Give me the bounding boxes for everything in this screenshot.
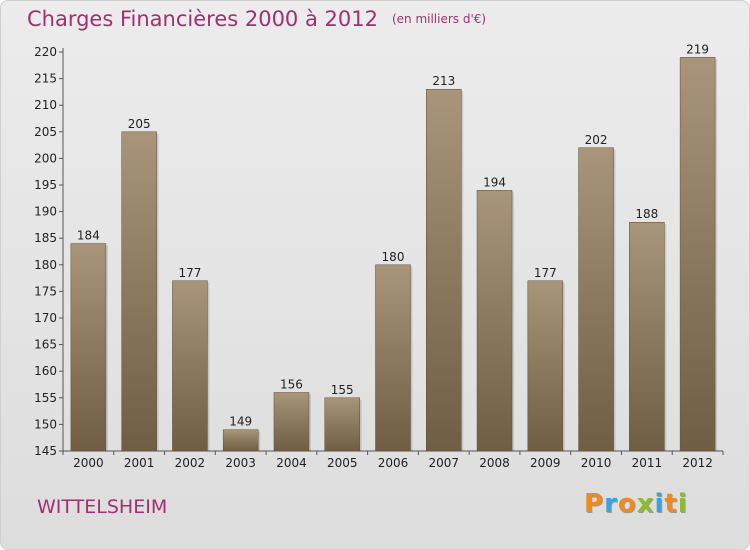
logo-letter: i [677, 489, 688, 519]
value-label: 149 [229, 415, 252, 429]
value-label: 219 [686, 42, 709, 56]
logo-letter: i [654, 489, 665, 519]
value-label: 202 [585, 133, 608, 147]
bar [629, 221, 665, 452]
x-tick-label: 2003 [225, 456, 256, 470]
value-labels-group: 184 205 177 149 156 155 180 213 194 177 202 188 219 [77, 42, 709, 428]
bars-group [70, 57, 718, 452]
value-label: 184 [77, 229, 100, 243]
bar [222, 429, 259, 452]
y-tick-label: 165 [34, 338, 57, 352]
y-tick-label: 215 [34, 72, 57, 86]
bar [121, 131, 157, 452]
bar [476, 190, 513, 452]
y-tick-label: 210 [34, 98, 57, 112]
y-tick-label: 160 [34, 364, 57, 378]
bar [527, 280, 564, 452]
x-tick-label: 2012 [682, 456, 713, 470]
x-tick-label: 2001 [124, 456, 155, 470]
y-tick-label: 220 [34, 45, 57, 59]
logo-letter: o [617, 489, 637, 519]
logo-letter: x [636, 489, 655, 519]
proxiti-logo: Proxiti [584, 489, 688, 519]
y-tick-label: 200 [34, 151, 57, 165]
x-tick-label: 2005 [327, 456, 358, 470]
x-tick-label: 2002 [175, 456, 206, 470]
bar [578, 147, 614, 452]
bar [172, 280, 208, 452]
logo-letter: t [664, 489, 678, 519]
bar [324, 397, 360, 452]
x-tick-label: 2007 [428, 456, 459, 470]
x-tick-label: 2009 [530, 456, 561, 470]
x-tick-label: 2000 [73, 456, 104, 470]
y-tick-label: 185 [34, 231, 57, 245]
value-label: 177 [178, 266, 201, 280]
axes: 145 150 155 160 165 170 175 180 185 190 195 200 205 2… [34, 45, 724, 470]
x-tick-label: 2008 [479, 456, 510, 470]
bar [375, 264, 411, 452]
y-tick-label: 180 [34, 258, 57, 272]
chart-title: Charges Financières 2000 à 2012 (en milli… [27, 7, 486, 31]
value-label: 155 [331, 383, 354, 397]
x-tick-label: 2004 [276, 456, 307, 470]
y-tick-label: 145 [34, 444, 57, 458]
x-tick-label: 2010 [581, 456, 612, 470]
logo-letter: P [584, 489, 605, 519]
value-label: 188 [635, 207, 658, 221]
x-tick-label: 2006 [378, 456, 409, 470]
value-label: 156 [280, 377, 303, 391]
y-tick-label: 175 [34, 284, 57, 298]
y-tick-label: 190 [34, 205, 57, 219]
bar [273, 392, 310, 452]
bar [426, 88, 462, 452]
y-tick-label: 170 [34, 311, 57, 325]
x-tick-label: 2011 [632, 456, 663, 470]
value-label: 180 [382, 250, 405, 264]
value-label: 205 [128, 117, 151, 131]
logo-letter: r [604, 489, 618, 519]
city-name: WITTELSHEIM [37, 496, 168, 518]
bar [679, 57, 716, 452]
value-label: 177 [534, 266, 557, 280]
value-label: 194 [483, 175, 506, 189]
y-tick-label: 150 [34, 417, 57, 431]
bar [70, 243, 107, 452]
chart-subtitle: (en milliers d'€) [391, 12, 487, 26]
value-label: 213 [432, 74, 455, 88]
y-tick-label: 155 [34, 391, 57, 405]
y-tick-label: 205 [34, 125, 57, 139]
y-tick-label: 195 [34, 178, 57, 192]
chart-title-text: Charges Financières 2000 à 2012 [27, 7, 378, 31]
